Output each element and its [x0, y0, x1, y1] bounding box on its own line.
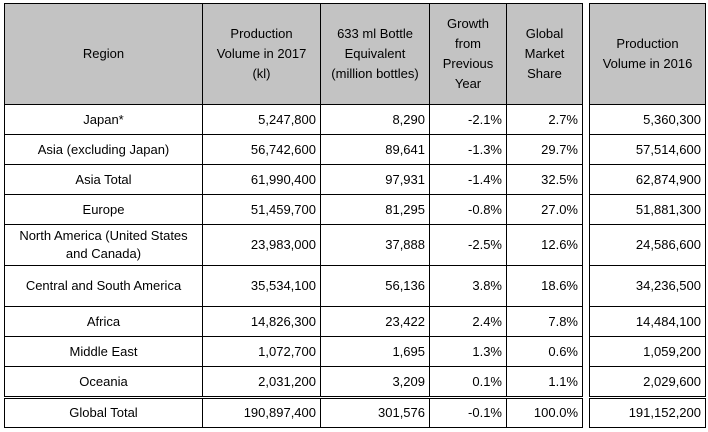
- market-share-cell: 7.8%: [506, 306, 583, 337]
- bottle-equivalent-cell: 23,422: [320, 306, 430, 337]
- production-2016-cell: 51,881,300: [589, 194, 706, 225]
- production-2017-cell: 1,072,700: [202, 336, 321, 367]
- header-region: Region: [4, 3, 203, 105]
- market-share-cell: 1.1%: [506, 366, 583, 398]
- table-row: Europe 51,459,700 81,295 -0.8% 27.0%: [4, 194, 583, 225]
- market-share-cell: 32.5%: [506, 164, 583, 195]
- growth-cell: 1.3%: [429, 336, 507, 367]
- region-cell: Global Total: [4, 396, 203, 428]
- growth-cell: -1.3%: [429, 134, 507, 165]
- bottle-equivalent-cell: 89,641: [320, 134, 430, 165]
- production-2016-cell: 24,586,600: [589, 224, 706, 266]
- market-share-cell: 29.7%: [506, 134, 583, 165]
- production-2016-cell: 14,484,100: [589, 306, 706, 337]
- production-2017-cell: 51,459,700: [202, 194, 321, 225]
- market-share-cell: 27.0%: [506, 194, 583, 225]
- bottle-equivalent-cell: 97,931: [320, 164, 430, 195]
- region-cell: Asia Total: [4, 164, 203, 195]
- header-row: Production Volume in 2016: [589, 3, 706, 105]
- table-row: 51,881,300: [589, 194, 706, 225]
- market-share-cell: 0.6%: [506, 336, 583, 367]
- growth-cell: -2.5%: [429, 224, 507, 266]
- growth-cell: 2.4%: [429, 306, 507, 337]
- bottle-equivalent-cell: 81,295: [320, 194, 430, 225]
- bottle-equivalent-cell: 3,209: [320, 366, 430, 398]
- table-row: 57,514,600: [589, 134, 706, 165]
- table-row: North America (United States and Canada)…: [4, 224, 583, 266]
- growth-cell: 0.1%: [429, 366, 507, 398]
- growth-cell: -1.4%: [429, 164, 507, 195]
- header-production-2017: Production Volume in 2017 (kl): [202, 3, 321, 105]
- table-row: Asia (excluding Japan) 56,742,600 89,641 -1…: [4, 134, 583, 165]
- region-cell: Oceania: [4, 366, 203, 398]
- table-row: 62,874,900: [589, 164, 706, 195]
- region-cell: Africa: [4, 306, 203, 337]
- table-row: 24,586,600: [589, 224, 706, 266]
- market-share-cell: 2.7%: [506, 104, 583, 135]
- header-row: Region Production Volume in 2017 (kl) 63…: [4, 3, 583, 105]
- market-share-cell: 18.6%: [506, 265, 583, 307]
- table-row: 5,360,300: [589, 104, 706, 135]
- growth-cell: -0.1%: [429, 396, 507, 428]
- region-cell: Europe: [4, 194, 203, 225]
- table-row: Asia Total 61,990,400 97,931 -1.4% 32.5%: [4, 164, 583, 195]
- table-row: Middle East 1,072,700 1,695 1.3% 0.6%: [4, 336, 583, 367]
- bottle-equivalent-cell: 301,576: [320, 396, 430, 428]
- region-cell: Asia (excluding Japan): [4, 134, 203, 165]
- table-row: 2,029,600: [589, 366, 706, 398]
- production-2016-cell: 5,360,300: [589, 104, 706, 135]
- bottle-equivalent-cell: 56,136: [320, 265, 430, 307]
- table-row: Africa 14,826,300 23,422 2.4% 7.8%: [4, 306, 583, 337]
- table-row: Japan* 5,247,800 8,290 -2.1% 2.7%: [4, 104, 583, 135]
- region-cell: Japan*: [4, 104, 203, 135]
- bottle-equivalent-cell: 37,888: [320, 224, 430, 266]
- production-2016-cell: 57,514,600: [589, 134, 706, 165]
- production-2016-cell: 2,029,600: [589, 366, 706, 398]
- production-2017-cell: 61,990,400: [202, 164, 321, 195]
- total-row: 191,152,200: [589, 396, 706, 428]
- market-share-cell: 100.0%: [506, 396, 583, 428]
- production-2016-table: Production Volume in 2016 5,360,300 57,51…: [589, 3, 706, 428]
- growth-cell: -2.1%: [429, 104, 507, 135]
- growth-cell: 3.8%: [429, 265, 507, 307]
- region-cell: Middle East: [4, 336, 203, 367]
- total-row: Global Total 190,897,400 301,576 -0.1% 100.0…: [4, 396, 583, 428]
- table-row: Oceania 2,031,200 3,209 0.1% 1.1%: [4, 366, 583, 398]
- production-2017-cell: 14,826,300: [202, 306, 321, 337]
- region-cell: North America (United States and Canada): [4, 224, 203, 266]
- market-share-cell: 12.6%: [506, 224, 583, 266]
- production-2017-cell: 23,983,000: [202, 224, 321, 266]
- production-2016-cell: 34,236,500: [589, 265, 706, 307]
- table-row: Central and South America 35,534,100 56,13…: [4, 265, 583, 307]
- header-market-share: Global Market Share: [506, 3, 583, 105]
- table-row: 34,236,500: [589, 265, 706, 307]
- production-2016-cell: 191,152,200: [589, 396, 706, 428]
- header-growth: Growth from Previous Year: [429, 3, 507, 105]
- production-2016-cell: 62,874,900: [589, 164, 706, 195]
- header-production-2016: Production Volume in 2016: [589, 3, 706, 105]
- production-2017-cell: 190,897,400: [202, 396, 321, 428]
- table-row: 1,059,200: [589, 336, 706, 367]
- production-2017-cell: 56,742,600: [202, 134, 321, 165]
- production-2017-cell: 35,534,100: [202, 265, 321, 307]
- production-2017-cell: 2,031,200: [202, 366, 321, 398]
- production-table: Region Production Volume in 2017 (kl) 63…: [4, 3, 583, 428]
- production-2017-cell: 5,247,800: [202, 104, 321, 135]
- bottle-equivalent-cell: 8,290: [320, 104, 430, 135]
- table-row: 14,484,100: [589, 306, 706, 337]
- header-bottle-equivalent: 633 ml Bottle Equivalent (million bottle…: [320, 3, 430, 105]
- region-cell: Central and South America: [4, 265, 203, 307]
- production-2016-cell: 1,059,200: [589, 336, 706, 367]
- bottle-equivalent-cell: 1,695: [320, 336, 430, 367]
- growth-cell: -0.8%: [429, 194, 507, 225]
